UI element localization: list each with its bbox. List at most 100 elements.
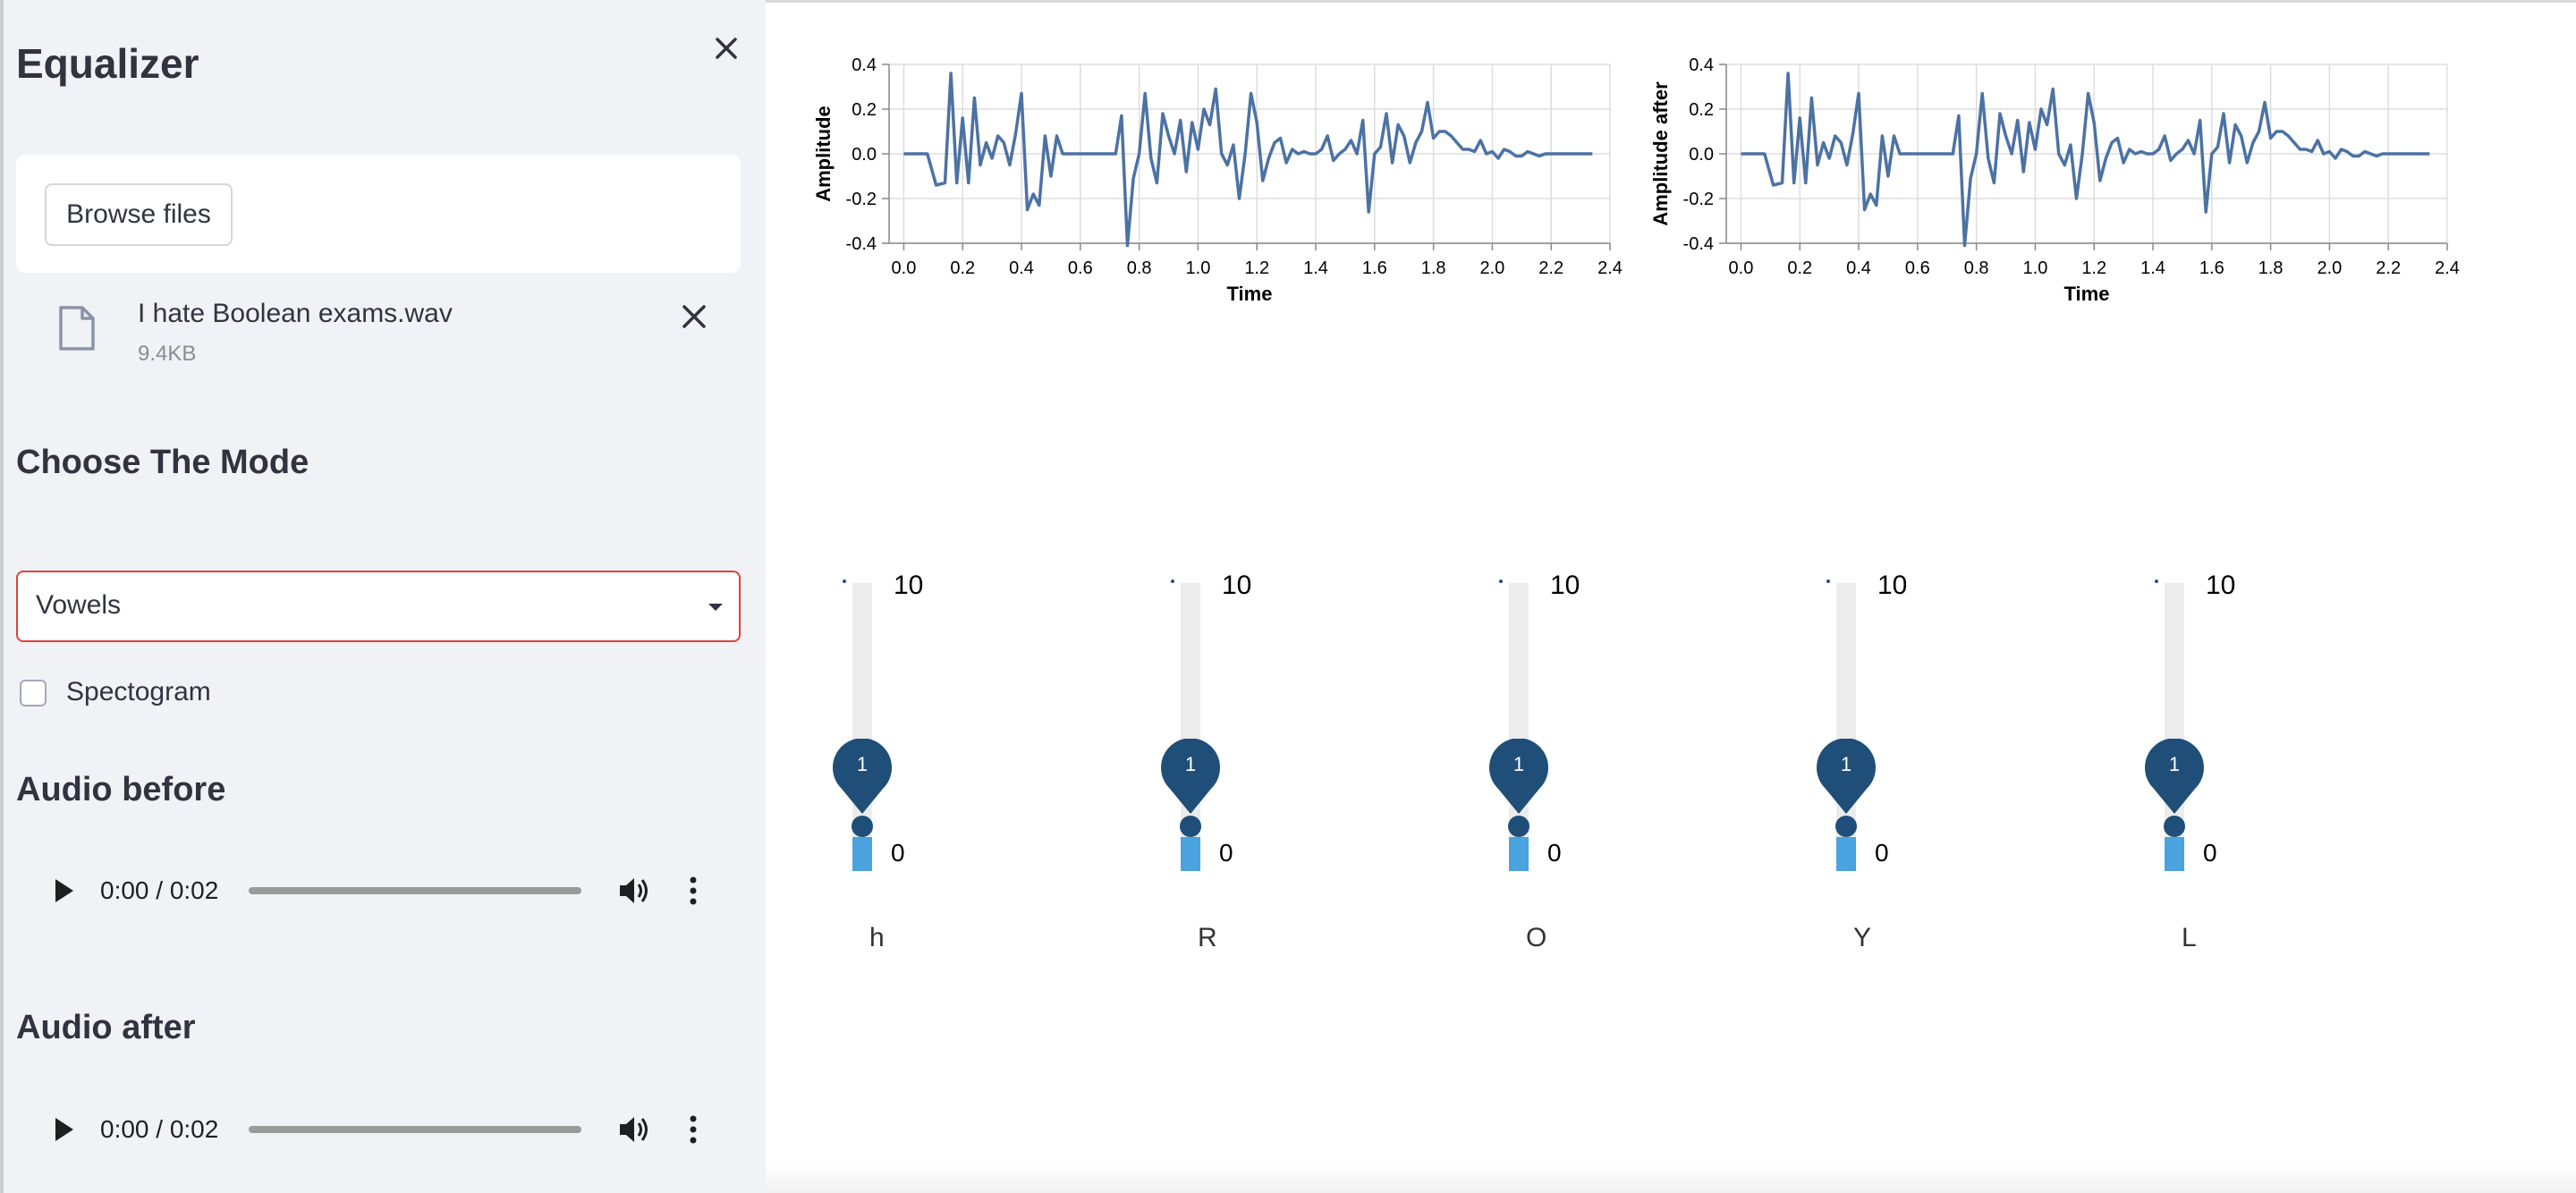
play-icon[interactable] <box>50 876 77 905</box>
audio-before-player: 0:00 / 0:02 <box>30 864 728 918</box>
bottom-edge <box>766 1163 2576 1193</box>
series-line <box>903 72 1593 248</box>
slider-band-label: R <box>1198 923 1217 952</box>
slider-max-label: 10 <box>1550 571 1580 600</box>
x-tick-label: 2.4 <box>1597 258 1623 278</box>
slider-value: 1 <box>1184 753 1197 775</box>
slider-r: 10 1 0 R <box>1094 554 1273 966</box>
amplitude-after-chart: 0.0 0.2 0.4 0.6 0.8 1.0 1.2 1.4 1.6 1.8 2.0 2.2 2.4 0… <box>1642 36 2492 313</box>
file-uploader: Browse files <box>16 155 741 273</box>
slider-max-label: 10 <box>1222 571 1252 600</box>
slider-thumb[interactable] <box>852 816 873 837</box>
slider-band-label: O <box>1526 923 1547 952</box>
y-tick-label: -0.2 <box>1683 190 1714 209</box>
slider-y: 10 1 0 Y <box>1750 554 1928 966</box>
slider-l: 10 1 0 L <box>2078 554 2257 966</box>
more-vertical-icon[interactable] <box>687 875 699 907</box>
slider-top-dot <box>843 580 846 583</box>
mode-heading: Choose The Mode <box>16 444 309 481</box>
x-tick-label: 0.6 <box>1905 258 1930 278</box>
x-tick-label: 0.4 <box>1846 258 1871 278</box>
slider-value: 1 <box>2168 753 2181 775</box>
x-tick-label: 1.2 <box>1244 258 1269 278</box>
slider-o: 10 1 0 O <box>1422 554 1601 966</box>
slider-value-pin <box>1489 739 1548 814</box>
top-border <box>0 0 2576 3</box>
slider-value: 1 <box>1513 753 1525 775</box>
slider-band-label: L <box>2182 923 2197 952</box>
slider-top-dot <box>1826 580 1830 583</box>
slider-value-pin <box>833 739 892 814</box>
slider-value-pin <box>2145 739 2204 814</box>
slider-value-pin <box>1817 739 1876 814</box>
equalizer-sliders: 10 1 0 h 10 1 0 R 10 1 <box>766 554 2576 966</box>
x-tick-label: 1.2 <box>2081 258 2106 278</box>
browse-files-button[interactable]: Browse files <box>45 183 233 246</box>
audio-after-progress[interactable] <box>249 1126 581 1133</box>
x-tick-label: 1.0 <box>2023 258 2048 278</box>
slider-min-label: 0 <box>891 839 905 867</box>
volume-icon[interactable] <box>617 875 651 907</box>
amplitude-before-chart-svg: 0.0 0.2 0.4 0.6 0.8 1.0 1.2 1.4 1.6 1.8 2.0 2.2 2.4 0… <box>812 55 1623 305</box>
slider-max-label: 10 <box>1877 571 1908 600</box>
slider-top-dot <box>2155 580 2158 583</box>
x-axis-label: Time <box>2064 283 2110 305</box>
audio-after-player: 0:00 / 0:02 <box>30 1103 728 1156</box>
x-tick-label: 0.6 <box>1068 258 1093 278</box>
volume-icon[interactable] <box>617 1113 651 1146</box>
mode-select[interactable]: Vowels <box>16 571 741 642</box>
slider-top-dot <box>1171 580 1174 583</box>
slider-thumb[interactable] <box>1508 816 1530 837</box>
x-tick-label: 2.0 <box>1480 258 1505 278</box>
x-tick-label: 2.4 <box>2435 258 2460 278</box>
x-tick-label: 2.2 <box>1538 258 1563 278</box>
audio-after-heading: Audio after <box>16 1009 196 1046</box>
slider-fill <box>2165 837 2184 871</box>
x-tick-label: 1.8 <box>2258 258 2284 278</box>
slider-h: 10 1 0 h <box>766 554 945 966</box>
slider-fill <box>1509 837 1529 871</box>
sidebar-title: Equalizer <box>16 40 199 87</box>
y-tick-label: 0.0 <box>852 145 877 165</box>
x-tick-label: 1.4 <box>1303 258 1328 278</box>
audio-before-heading: Audio before <box>16 771 226 808</box>
play-icon[interactable] <box>50 1115 77 1144</box>
slider-min-label: 0 <box>1219 839 1233 867</box>
more-vertical-icon[interactable] <box>687 1113 699 1146</box>
y-axis-label: Amplitude <box>812 106 835 202</box>
x-tick-label: 0.8 <box>1964 258 1989 278</box>
main-area: 0.0 0.2 0.4 0.6 0.8 1.0 1.2 1.4 1.6 1.8 2.0 2.2 2.4 0… <box>766 0 2576 1193</box>
y-tick-label: -0.4 <box>846 234 877 254</box>
slider-value: 1 <box>856 753 869 775</box>
remove-file-icon[interactable] <box>676 299 712 334</box>
uploaded-file-name: I hate Boolean exams.wav <box>138 299 453 328</box>
slider-min-label: 0 <box>2203 839 2217 867</box>
slider-band-label: Y <box>1853 923 1872 952</box>
x-tick-label: 1.6 <box>1362 258 1387 278</box>
slider-top-dot <box>1499 580 1503 583</box>
x-tick-label: 2.0 <box>2318 258 2343 278</box>
amplitude-before-chart: 0.0 0.2 0.4 0.6 0.8 1.0 1.2 1.4 1.6 1.8 2.0 2.2 2.4 0… <box>805 36 1655 313</box>
slider-thumb[interactable] <box>1835 816 1857 837</box>
x-tick-label: 0.0 <box>1729 258 1754 278</box>
y-tick-label: 0.4 <box>852 55 877 75</box>
spectrogram-checkbox[interactable] <box>20 680 47 706</box>
slider-thumb[interactable] <box>1180 816 1201 837</box>
slider-value-pin <box>1161 739 1220 814</box>
x-tick-label: 0.0 <box>892 258 917 278</box>
close-icon[interactable] <box>707 29 746 68</box>
file-icon <box>59 306 95 351</box>
slider-fill <box>1836 837 1856 871</box>
x-tick-label: 0.2 <box>950 258 975 278</box>
slider-fill <box>852 837 872 871</box>
x-tick-label: 0.8 <box>1127 258 1152 278</box>
y-tick-label: -0.2 <box>846 190 877 209</box>
audio-before-progress[interactable] <box>249 887 581 894</box>
audio-after-time: 0:00 / 0:02 <box>100 1115 219 1143</box>
slider-max-label: 10 <box>894 571 924 600</box>
y-tick-label: 0.4 <box>1689 55 1714 75</box>
y-tick-label: -0.4 <box>1683 234 1714 254</box>
x-tick-label: 2.2 <box>2376 258 2401 278</box>
slider-max-label: 10 <box>2206 571 2236 600</box>
slider-thumb[interactable] <box>2164 816 2185 837</box>
